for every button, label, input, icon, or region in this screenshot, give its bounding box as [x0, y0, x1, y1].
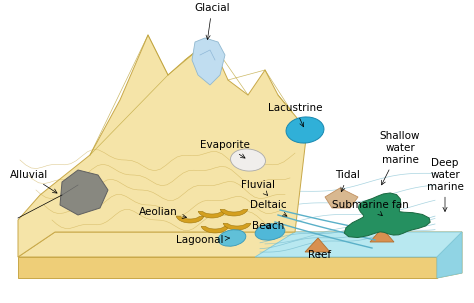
Text: Shallow
water
marine: Shallow water marine: [380, 132, 420, 185]
Ellipse shape: [218, 230, 246, 246]
Ellipse shape: [286, 117, 324, 143]
Text: Aeolian: Aeolian: [138, 207, 186, 219]
Text: Deltaic: Deltaic: [250, 200, 287, 216]
Polygon shape: [18, 257, 437, 278]
Text: Lacustrine: Lacustrine: [268, 103, 322, 127]
Text: Submarine fan: Submarine fan: [332, 200, 409, 216]
Polygon shape: [201, 226, 229, 233]
Polygon shape: [60, 170, 108, 215]
Polygon shape: [198, 211, 226, 218]
Ellipse shape: [255, 224, 285, 240]
Text: Fluvial: Fluvial: [241, 180, 275, 195]
Polygon shape: [305, 238, 330, 252]
Text: Lagoonal: Lagoonal: [176, 235, 229, 245]
Polygon shape: [437, 232, 462, 278]
Text: Beach: Beach: [252, 221, 284, 231]
Polygon shape: [344, 193, 430, 238]
Polygon shape: [176, 216, 204, 223]
Polygon shape: [18, 35, 307, 257]
Text: Tidal: Tidal: [336, 170, 360, 192]
Polygon shape: [437, 232, 462, 278]
Polygon shape: [370, 228, 394, 242]
Text: Reef: Reef: [309, 250, 331, 260]
Polygon shape: [325, 188, 358, 208]
Text: Alluvial: Alluvial: [10, 170, 57, 193]
Ellipse shape: [230, 149, 265, 171]
Text: Glacial: Glacial: [194, 3, 230, 39]
Text: Evaporite: Evaporite: [200, 140, 250, 158]
Polygon shape: [18, 232, 462, 257]
Polygon shape: [220, 209, 248, 216]
Polygon shape: [192, 38, 225, 85]
Polygon shape: [255, 232, 462, 257]
Polygon shape: [223, 223, 251, 230]
Text: Deep
water
marine: Deep water marine: [427, 158, 464, 211]
